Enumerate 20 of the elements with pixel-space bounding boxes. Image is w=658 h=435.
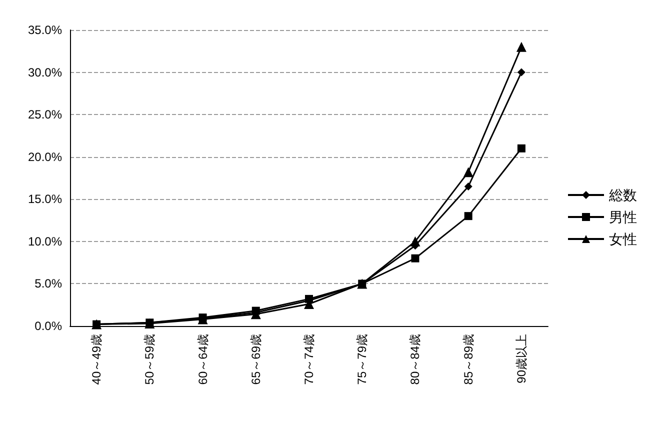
x-tick-label: 90歳以上: [514, 334, 528, 384]
y-tick-label: 0.0%: [34, 319, 62, 333]
legend-label: 総数: [608, 187, 637, 203]
x-tick-label: 80～84歳: [408, 334, 422, 385]
y-tick-label: 15.0%: [28, 192, 62, 206]
legend-label: 女性: [609, 231, 637, 247]
y-tick-label: 5.0%: [34, 276, 62, 291]
x-tick-label: 65～69歳: [248, 334, 263, 385]
legend-label: 男性: [609, 209, 637, 225]
x-tick-label: 85～89歳: [461, 334, 476, 385]
y-tick-label: 10.0%: [28, 234, 62, 248]
y-tick-label: 20.0%: [28, 150, 62, 164]
x-tick-label: 70～74歳: [302, 334, 316, 385]
y-tick-label: 35.0%: [28, 23, 62, 37]
x-tick-label: 60～64歳: [196, 334, 210, 385]
y-tick-label: 25.0%: [28, 108, 62, 122]
x-tick-label: 75～79歳: [355, 334, 370, 385]
x-tick-label: 40～49歳: [90, 334, 104, 385]
y-tick-label: 30.0%: [28, 65, 62, 80]
x-tick-label: 50～59歳: [142, 334, 157, 385]
